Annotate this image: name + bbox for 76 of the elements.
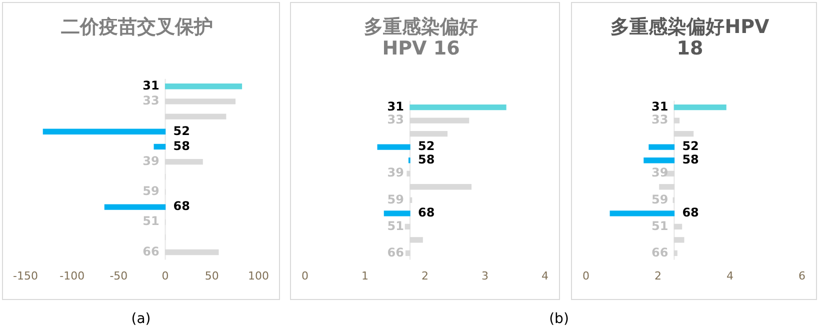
x-tick-label: 0 (302, 269, 308, 282)
bar (644, 158, 675, 164)
y-tick-label: 58 (418, 152, 435, 166)
bar (674, 250, 678, 256)
bar (410, 131, 448, 137)
bar (674, 131, 694, 137)
x-tick-label: 1 (362, 269, 368, 282)
bar (164, 114, 226, 120)
bar (377, 144, 410, 150)
bar (164, 84, 242, 90)
bar (410, 118, 470, 124)
bar (104, 204, 166, 210)
y-tick-label: 52 (173, 124, 190, 138)
y-tick-label: 68 (173, 199, 190, 214)
bar (674, 237, 684, 243)
y-tick-label: 39 (651, 166, 668, 180)
x-tick-label: 0 (162, 269, 169, 282)
chart-title: 二价疫苗交叉保护 (61, 16, 213, 38)
y-tick-label: 39 (142, 154, 160, 168)
x-tick-label: 2 (654, 269, 662, 282)
x-tick-label: 50 (204, 269, 219, 282)
y-tick-label: 66 (142, 244, 160, 258)
y-tick-label: 59 (651, 192, 668, 206)
bar (648, 144, 675, 150)
y-tick-label: 52 (418, 139, 435, 154)
x-tick-label: 3 (482, 269, 488, 282)
y-tick-label: 33 (387, 112, 404, 127)
y-tick-label: 31 (142, 78, 160, 93)
bar (674, 118, 680, 124)
y-tick-label: 51 (387, 218, 404, 233)
y-tick-label: 31 (387, 99, 404, 114)
x-tick-label: 2 (422, 269, 428, 282)
bar (410, 197, 412, 203)
bar (406, 170, 410, 176)
bar (410, 104, 506, 110)
y-tick-label: 52 (682, 139, 699, 154)
bar (384, 210, 410, 216)
y-tick-label: 58 (173, 138, 190, 153)
y-tick-label: 59 (387, 192, 404, 206)
bar (164, 249, 219, 256)
x-tick-label: 4 (542, 269, 548, 282)
x-tick-label: 4 (726, 269, 734, 282)
text: (b) (548, 311, 570, 327)
bar (674, 104, 726, 110)
chart-title: 多重感染偏好HPV 18 (610, 16, 770, 60)
y-tick-label: 51 (651, 218, 668, 233)
y-tick-label: 68 (418, 206, 435, 220)
bar (164, 158, 203, 165)
bar (410, 184, 472, 190)
y-tick-label: 51 (142, 214, 160, 228)
y-tick-label: 31 (651, 99, 668, 114)
x-tick-label: 6 (798, 269, 806, 282)
bar (404, 224, 410, 230)
x-tick-label: -150 (13, 269, 38, 282)
y-tick-label: 66 (387, 245, 404, 260)
x-tick-label: 100 (248, 269, 269, 282)
y-tick-label: 68 (682, 206, 699, 220)
x-tick-label: 0 (582, 269, 590, 282)
y-tick-label: 58 (682, 152, 699, 166)
y-tick-label: 66 (651, 245, 668, 260)
y-tick-label: 33 (651, 112, 668, 127)
chart-title: 多重感染偏好 HPV 16 (364, 16, 478, 60)
bar (42, 128, 166, 134)
bar (405, 250, 410, 256)
bar (164, 98, 236, 104)
bar (674, 224, 682, 230)
bar (610, 210, 675, 216)
y-tick-label: 39 (387, 166, 404, 180)
y-tick-label: 33 (142, 94, 160, 108)
bar (410, 237, 423, 243)
bar (154, 144, 166, 150)
x-tick-label: -50 (110, 269, 128, 282)
text: (a) (130, 311, 152, 327)
x-tick-label: -100 (60, 269, 85, 282)
y-tick-label: 59 (142, 184, 160, 198)
bar (659, 184, 675, 190)
